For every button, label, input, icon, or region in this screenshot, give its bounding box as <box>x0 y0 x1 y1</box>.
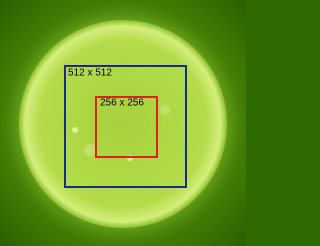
bright-point <box>72 127 78 133</box>
active-region <box>84 144 96 156</box>
solar-image: 512 x 512 256 x 256 <box>0 0 246 246</box>
outer-box-label: 512 x 512 <box>68 68 112 79</box>
active-region <box>160 105 170 115</box>
page: 512 x 512 256 x 256 (() => { const data … <box>0 0 246 246</box>
solar-disk <box>19 20 227 228</box>
inner-box-label: 256 x 256 <box>100 98 144 109</box>
